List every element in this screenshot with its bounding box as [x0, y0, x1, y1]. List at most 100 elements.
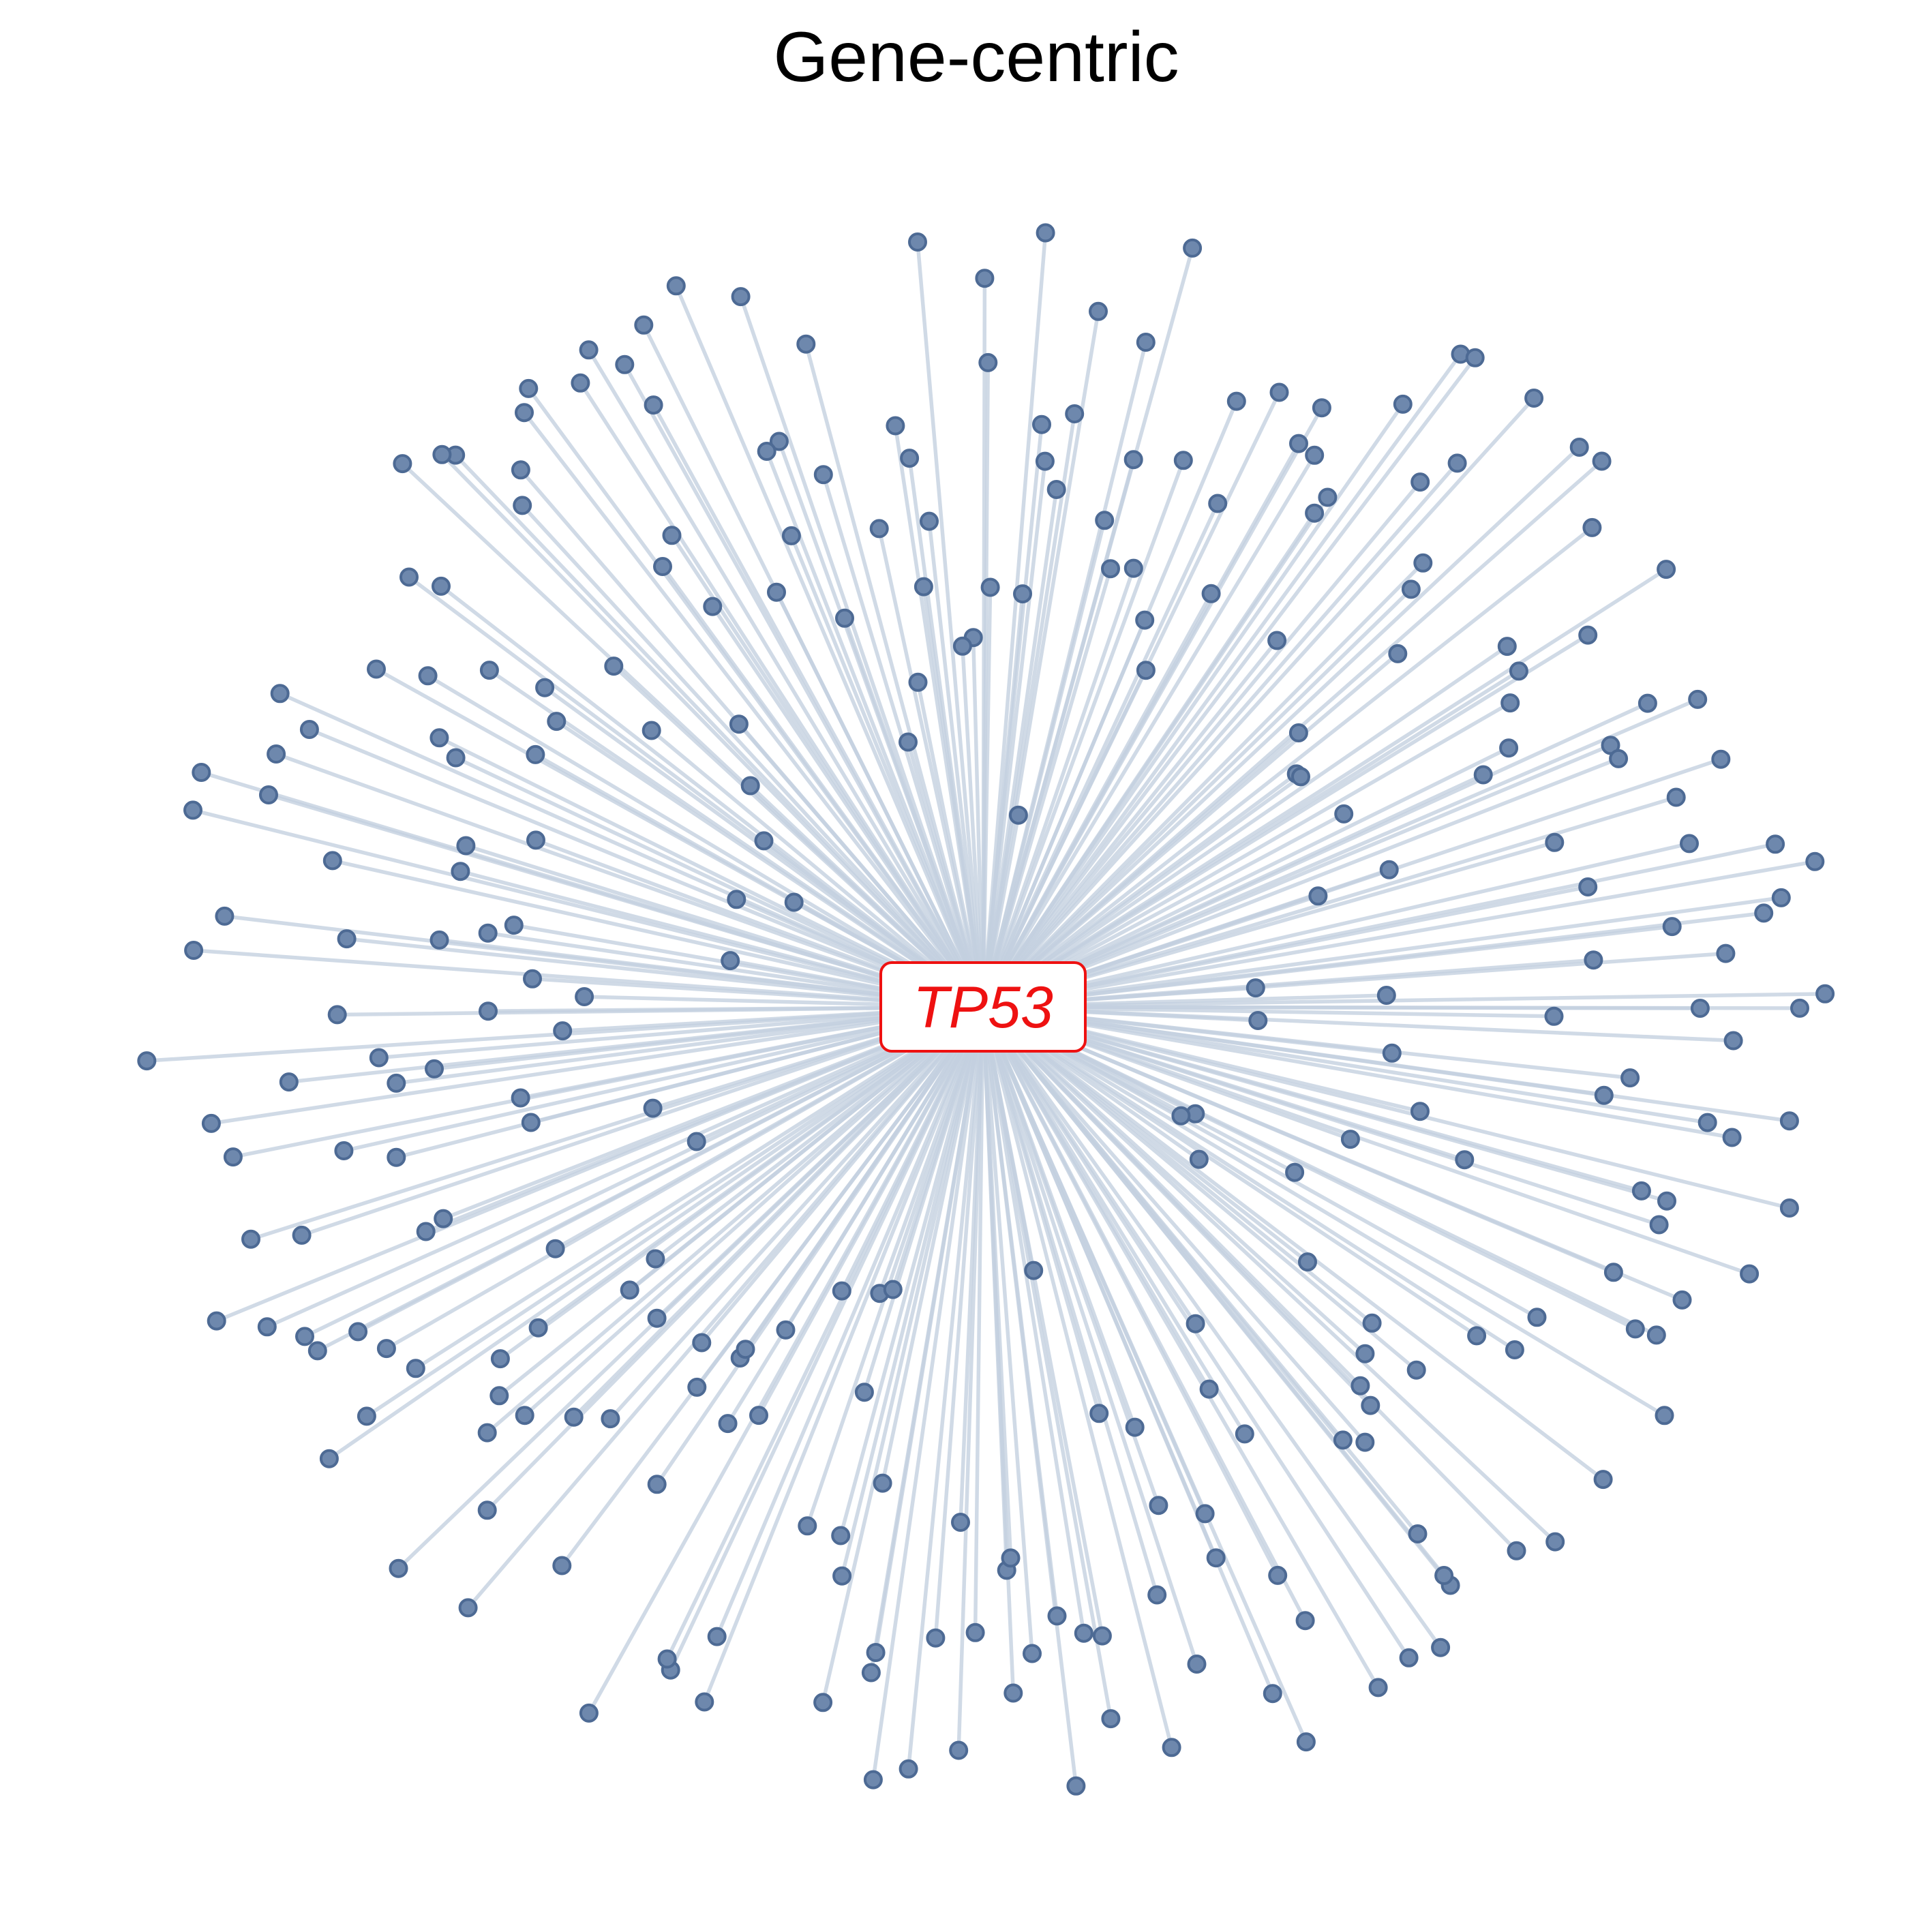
leaf-node[interactable] [908, 672, 928, 692]
leaf-node[interactable] [1334, 804, 1354, 824]
leaf-node[interactable] [727, 890, 746, 909]
leaf-node[interactable] [579, 340, 599, 360]
leaf-node[interactable] [267, 744, 286, 764]
leaf-node[interactable] [1382, 1043, 1402, 1063]
leaf-node[interactable] [292, 1225, 312, 1245]
leaf-node[interactable] [869, 519, 889, 539]
leaf-node[interactable] [1473, 765, 1493, 785]
leaf-node[interactable] [1183, 238, 1203, 258]
leaf-node[interactable] [1434, 1566, 1454, 1585]
leaf-node[interactable] [1524, 389, 1544, 408]
leaf-node[interactable] [1013, 584, 1032, 604]
leaf-node[interactable] [1125, 1417, 1145, 1437]
leaf-node[interactable] [1136, 661, 1156, 680]
leaf-node[interactable] [949, 1740, 969, 1760]
leaf-node[interactable] [1672, 1290, 1692, 1310]
leaf-node[interactable] [749, 1406, 768, 1425]
leaf-node[interactable] [1199, 1379, 1219, 1399]
leaf-node[interactable] [1593, 1470, 1613, 1490]
leaf-node[interactable] [1296, 1732, 1316, 1752]
leaf-node[interactable] [367, 659, 386, 679]
leaf-node[interactable] [1171, 1106, 1191, 1126]
leaf-node[interactable] [1544, 1006, 1564, 1026]
leaf-node[interactable] [1003, 1683, 1023, 1703]
leaf-node[interactable] [1295, 1611, 1315, 1631]
leaf-node[interactable] [490, 1349, 510, 1369]
leaf-node[interactable] [1379, 860, 1399, 879]
leaf-node[interactable] [1305, 503, 1325, 523]
leaf-node[interactable] [511, 1088, 530, 1108]
leaf-node[interactable] [515, 1406, 534, 1425]
leaf-node[interactable] [1697, 1113, 1717, 1132]
leaf-node[interactable] [458, 1598, 478, 1618]
leaf-node[interactable] [1186, 1314, 1205, 1333]
leaf-node[interactable] [776, 1320, 796, 1340]
leaf-node[interactable] [863, 1770, 883, 1790]
leaf-node[interactable] [1582, 517, 1602, 537]
leaf-node[interactable] [477, 1500, 497, 1520]
leaf-node[interactable] [767, 582, 786, 602]
leaf-node[interactable] [1455, 1150, 1475, 1170]
leaf-node[interactable] [1509, 661, 1528, 681]
leaf-node[interactable] [1248, 1011, 1268, 1030]
leaf-node[interactable] [515, 403, 534, 423]
leaf-node[interactable] [1226, 391, 1246, 411]
leaf-node[interactable] [504, 916, 524, 935]
leaf-node[interactable] [1625, 1319, 1645, 1339]
leaf-node[interactable] [1594, 1085, 1614, 1105]
leaf-node[interactable] [1447, 453, 1467, 473]
leaf-node[interactable] [547, 712, 567, 731]
leaf-node[interactable] [1135, 610, 1155, 630]
leaf-node[interactable] [1662, 917, 1682, 937]
leaf-node[interactable] [1376, 986, 1396, 1005]
leaf-node[interactable] [754, 831, 774, 851]
leaf-node[interactable] [1269, 382, 1289, 402]
leaf-node[interactable] [1368, 1678, 1388, 1697]
leaf-node[interactable] [951, 1513, 970, 1532]
leaf-node[interactable] [259, 785, 278, 804]
leaf-node[interactable] [757, 442, 776, 461]
leaf-node[interactable] [643, 1098, 663, 1118]
leaf-node[interactable] [387, 1073, 406, 1093]
leaf-node[interactable] [184, 941, 204, 960]
leaf-node[interactable] [1766, 834, 1785, 854]
leaf-node[interactable] [1754, 903, 1774, 923]
leaf-node[interactable] [183, 800, 202, 820]
leaf-node[interactable] [952, 636, 972, 656]
leaf-node[interactable] [348, 1322, 368, 1342]
leaf-node[interactable] [975, 269, 995, 288]
leaf-node[interactable] [571, 373, 590, 393]
leaf-node[interactable] [376, 1339, 396, 1359]
leaf-node[interactable] [299, 720, 319, 739]
leaf-node[interactable] [579, 1703, 599, 1723]
leaf-node[interactable] [511, 460, 530, 480]
leaf-node[interactable] [1431, 1637, 1451, 1657]
leaf-node[interactable] [883, 1280, 903, 1299]
leaf-node[interactable] [1305, 445, 1325, 465]
leaf-node[interactable] [1206, 1548, 1226, 1568]
leaf-node[interactable] [1001, 1548, 1021, 1568]
leaf-node[interactable] [784, 892, 804, 912]
leaf-node[interactable] [642, 721, 661, 740]
leaf-node[interactable] [1173, 451, 1193, 470]
leaf-node[interactable] [1569, 438, 1589, 457]
leaf-node[interactable] [1147, 1585, 1167, 1605]
leaf-node[interactable] [1406, 1360, 1426, 1380]
leaf-node[interactable] [1657, 560, 1676, 579]
leaf-node[interactable] [1195, 1504, 1215, 1524]
leaf-node[interactable] [432, 576, 451, 596]
leaf-node[interactable] [831, 1526, 851, 1545]
leaf-node[interactable] [1507, 1541, 1526, 1560]
leaf-node[interactable] [662, 526, 682, 545]
leaf-node[interactable] [552, 1556, 572, 1575]
leaf-node[interactable] [575, 987, 594, 1006]
leaf-node[interactable] [1312, 398, 1331, 418]
leaf-node[interactable] [1401, 579, 1421, 599]
leaf-node[interactable] [1065, 404, 1085, 423]
leaf-node[interactable] [740, 776, 760, 796]
leaf-node[interactable] [686, 1132, 706, 1151]
leaf-node[interactable] [327, 1005, 347, 1025]
leaf-node[interactable] [387, 1147, 406, 1167]
leaf-node[interactable] [1680, 834, 1699, 854]
leaf-node[interactable] [1355, 1344, 1375, 1363]
